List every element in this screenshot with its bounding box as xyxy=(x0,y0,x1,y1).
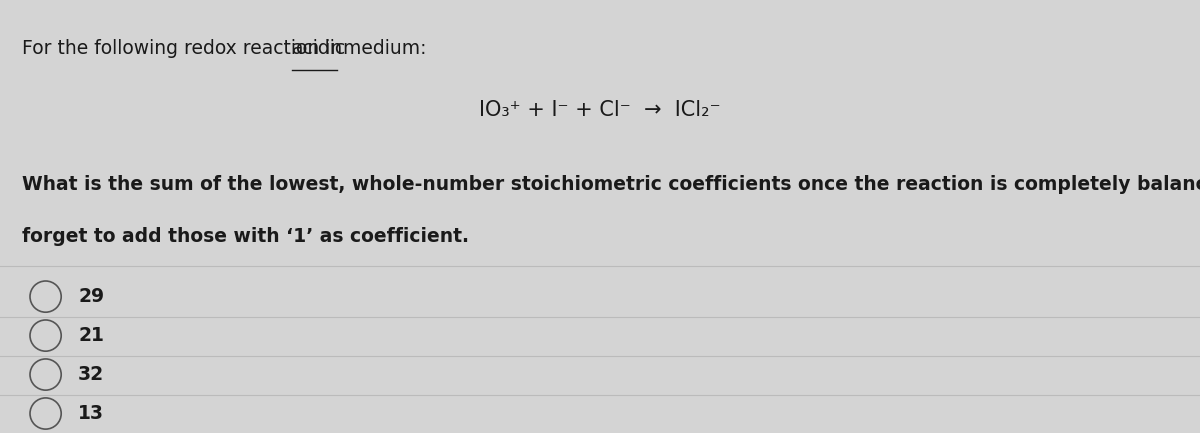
Text: 32: 32 xyxy=(78,365,104,384)
Text: forget to add those with ‘1’ as coefficient.: forget to add those with ‘1’ as coeffici… xyxy=(22,227,469,246)
Text: 21: 21 xyxy=(78,326,104,345)
Text: acidic: acidic xyxy=(292,39,346,58)
Text: 13: 13 xyxy=(78,404,104,423)
Text: What is the sum of the lowest, whole-number stoichiometric coefficients once the: What is the sum of the lowest, whole-num… xyxy=(22,175,1200,194)
Text: 29: 29 xyxy=(78,287,104,306)
Text: medium:: medium: xyxy=(336,39,426,58)
Text: For the following redox reaction in: For the following redox reaction in xyxy=(22,39,348,58)
Text: IO₃⁺ + I⁻ + Cl⁻  →  ICl₂⁻: IO₃⁺ + I⁻ + Cl⁻ → ICl₂⁻ xyxy=(479,100,721,120)
